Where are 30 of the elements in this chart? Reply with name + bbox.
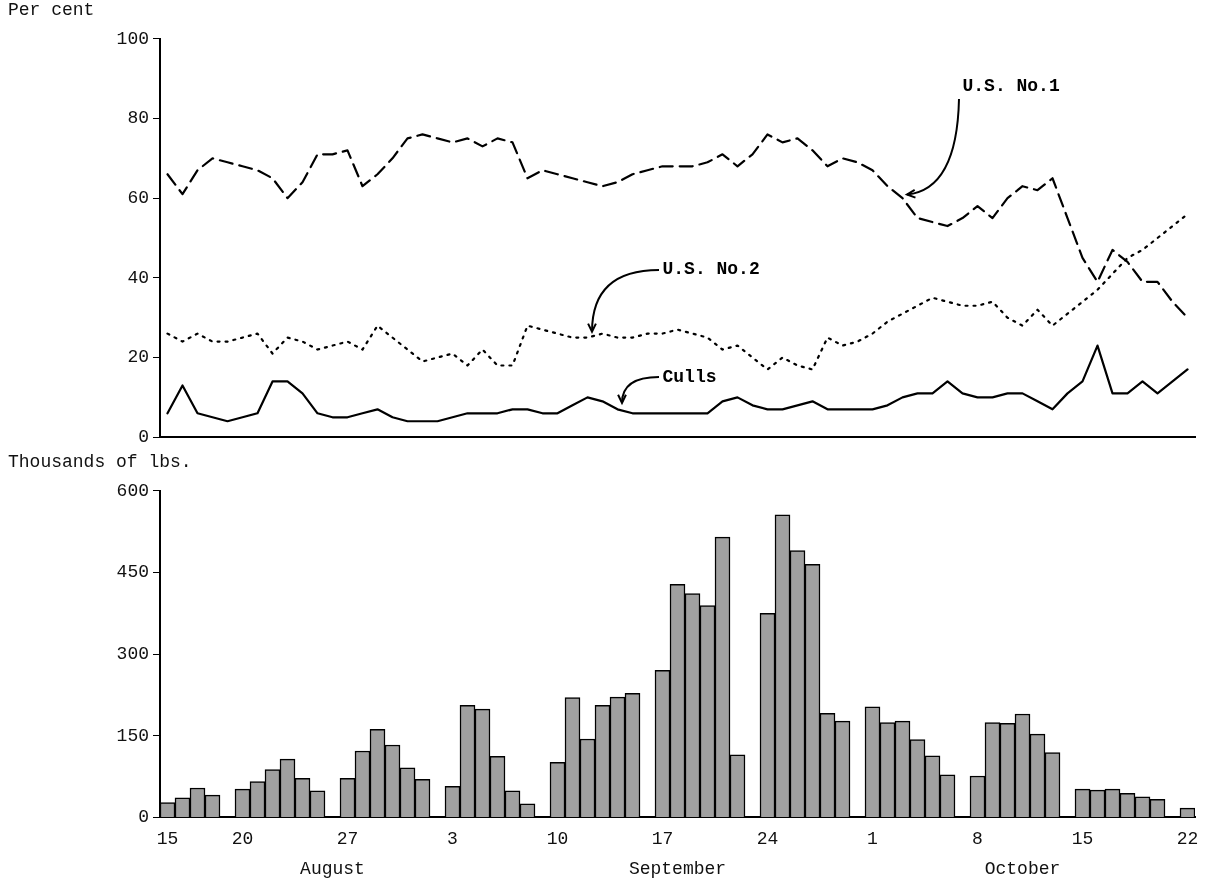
y-tick-label: 0	[138, 807, 149, 828]
y-tick-label: 450	[116, 562, 149, 583]
text: October	[984, 859, 1061, 879]
x-tick-label: 20	[231, 828, 254, 849]
x-tick-label: 15	[156, 828, 179, 849]
y-tick-label: 150	[116, 725, 149, 746]
y-tick-label: 80	[127, 108, 149, 129]
text: U.S. No.1	[962, 76, 1060, 97]
x-tick-label: 15	[1071, 828, 1094, 849]
text: August	[300, 859, 365, 879]
x-tick-label: 10	[546, 828, 569, 849]
x-tick-label: 8	[972, 828, 983, 849]
x-tick-label: 3	[447, 828, 458, 849]
y-axis-title: Per cent	[8, 0, 95, 20]
x-tick-label: 27	[336, 828, 359, 849]
x-tick-label: 22	[1176, 828, 1199, 849]
text: U.S. No.2	[662, 259, 760, 280]
series-label: Culls	[662, 366, 717, 387]
text: September	[628, 859, 727, 879]
y-tick-label: 0	[138, 426, 149, 447]
y-tick-label: 40	[127, 267, 149, 288]
y-tick-label: 20	[127, 347, 149, 368]
y-tick-label: 600	[116, 480, 149, 501]
x-tick-label: 1	[867, 828, 878, 849]
y-tick-label: 60	[127, 187, 149, 208]
x-tick-label: 24	[756, 828, 779, 849]
y-tick-label: 100	[116, 28, 149, 49]
x-tick-label: 17	[651, 828, 674, 849]
y-tick-label: 300	[116, 643, 149, 664]
y-axis-title: Thousands of lbs.	[8, 452, 192, 472]
